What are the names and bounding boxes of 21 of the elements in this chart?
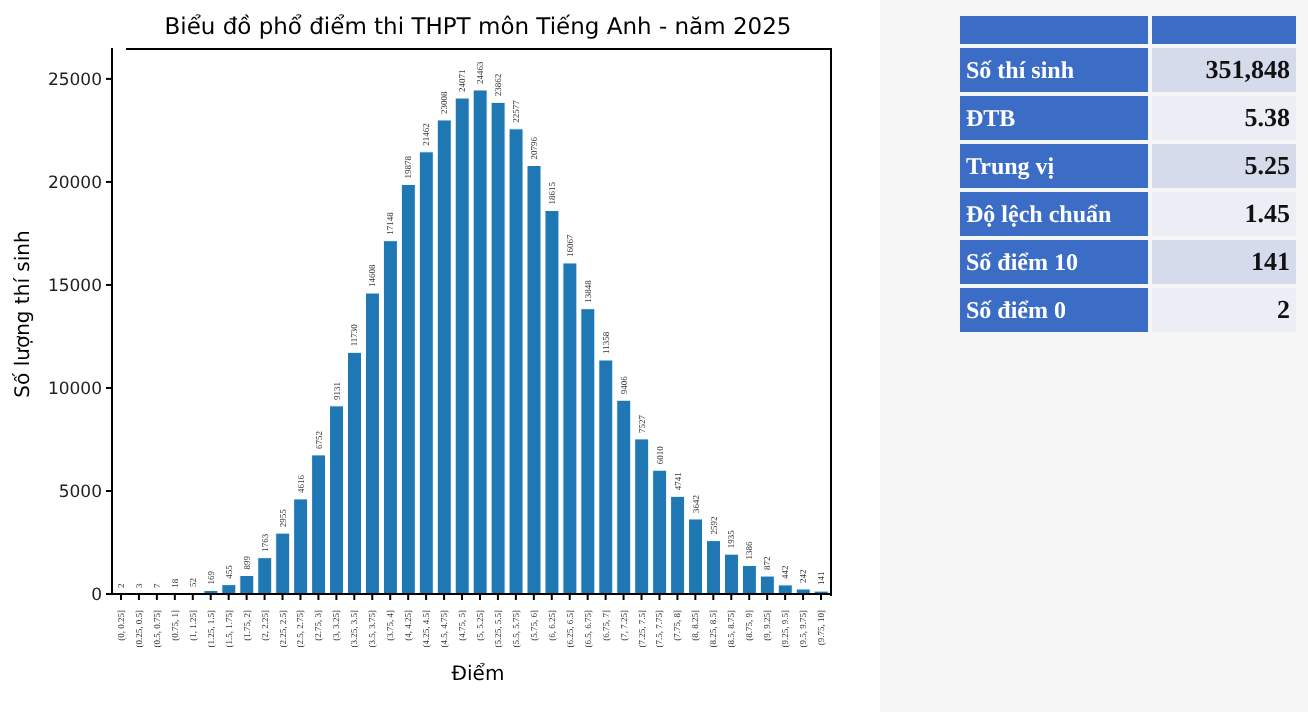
text: 351,848 [1205, 54, 1290, 84]
text: 141 [1251, 246, 1290, 276]
text: 5.38 [1244, 102, 1290, 132]
category-label: Số thí sinh [960, 48, 1148, 92]
y-tick-label: 0 [91, 586, 102, 607]
text: 2 [1277, 294, 1290, 324]
category-label: Độ lệch chuẩn [960, 192, 1148, 236]
y-axis-title: Số lượng thí sinh [13, 230, 35, 398]
text: 5.25 [1244, 150, 1290, 180]
category-label: ĐTB [960, 96, 1148, 140]
category-label: Số điểm 10 [960, 240, 1148, 284]
y-tick-label: 20000 [47, 173, 102, 194]
chart-title: Biểu đồ phổ điểm thi THPT môn Tiếng Anh - năm 2025 [162, 12, 794, 40]
y-tick-label: 25000 [47, 70, 102, 91]
x-axis-title: Điểm [449, 664, 507, 686]
category-label: Trung vị [960, 144, 1148, 188]
text: 1.45 [1244, 198, 1290, 228]
y-tick-label: 5000 [58, 483, 102, 504]
y-tick-label: 15000 [47, 276, 102, 297]
y-tick-label: 10000 [47, 380, 102, 400]
category-label: Số điểm 0 [960, 288, 1148, 332]
